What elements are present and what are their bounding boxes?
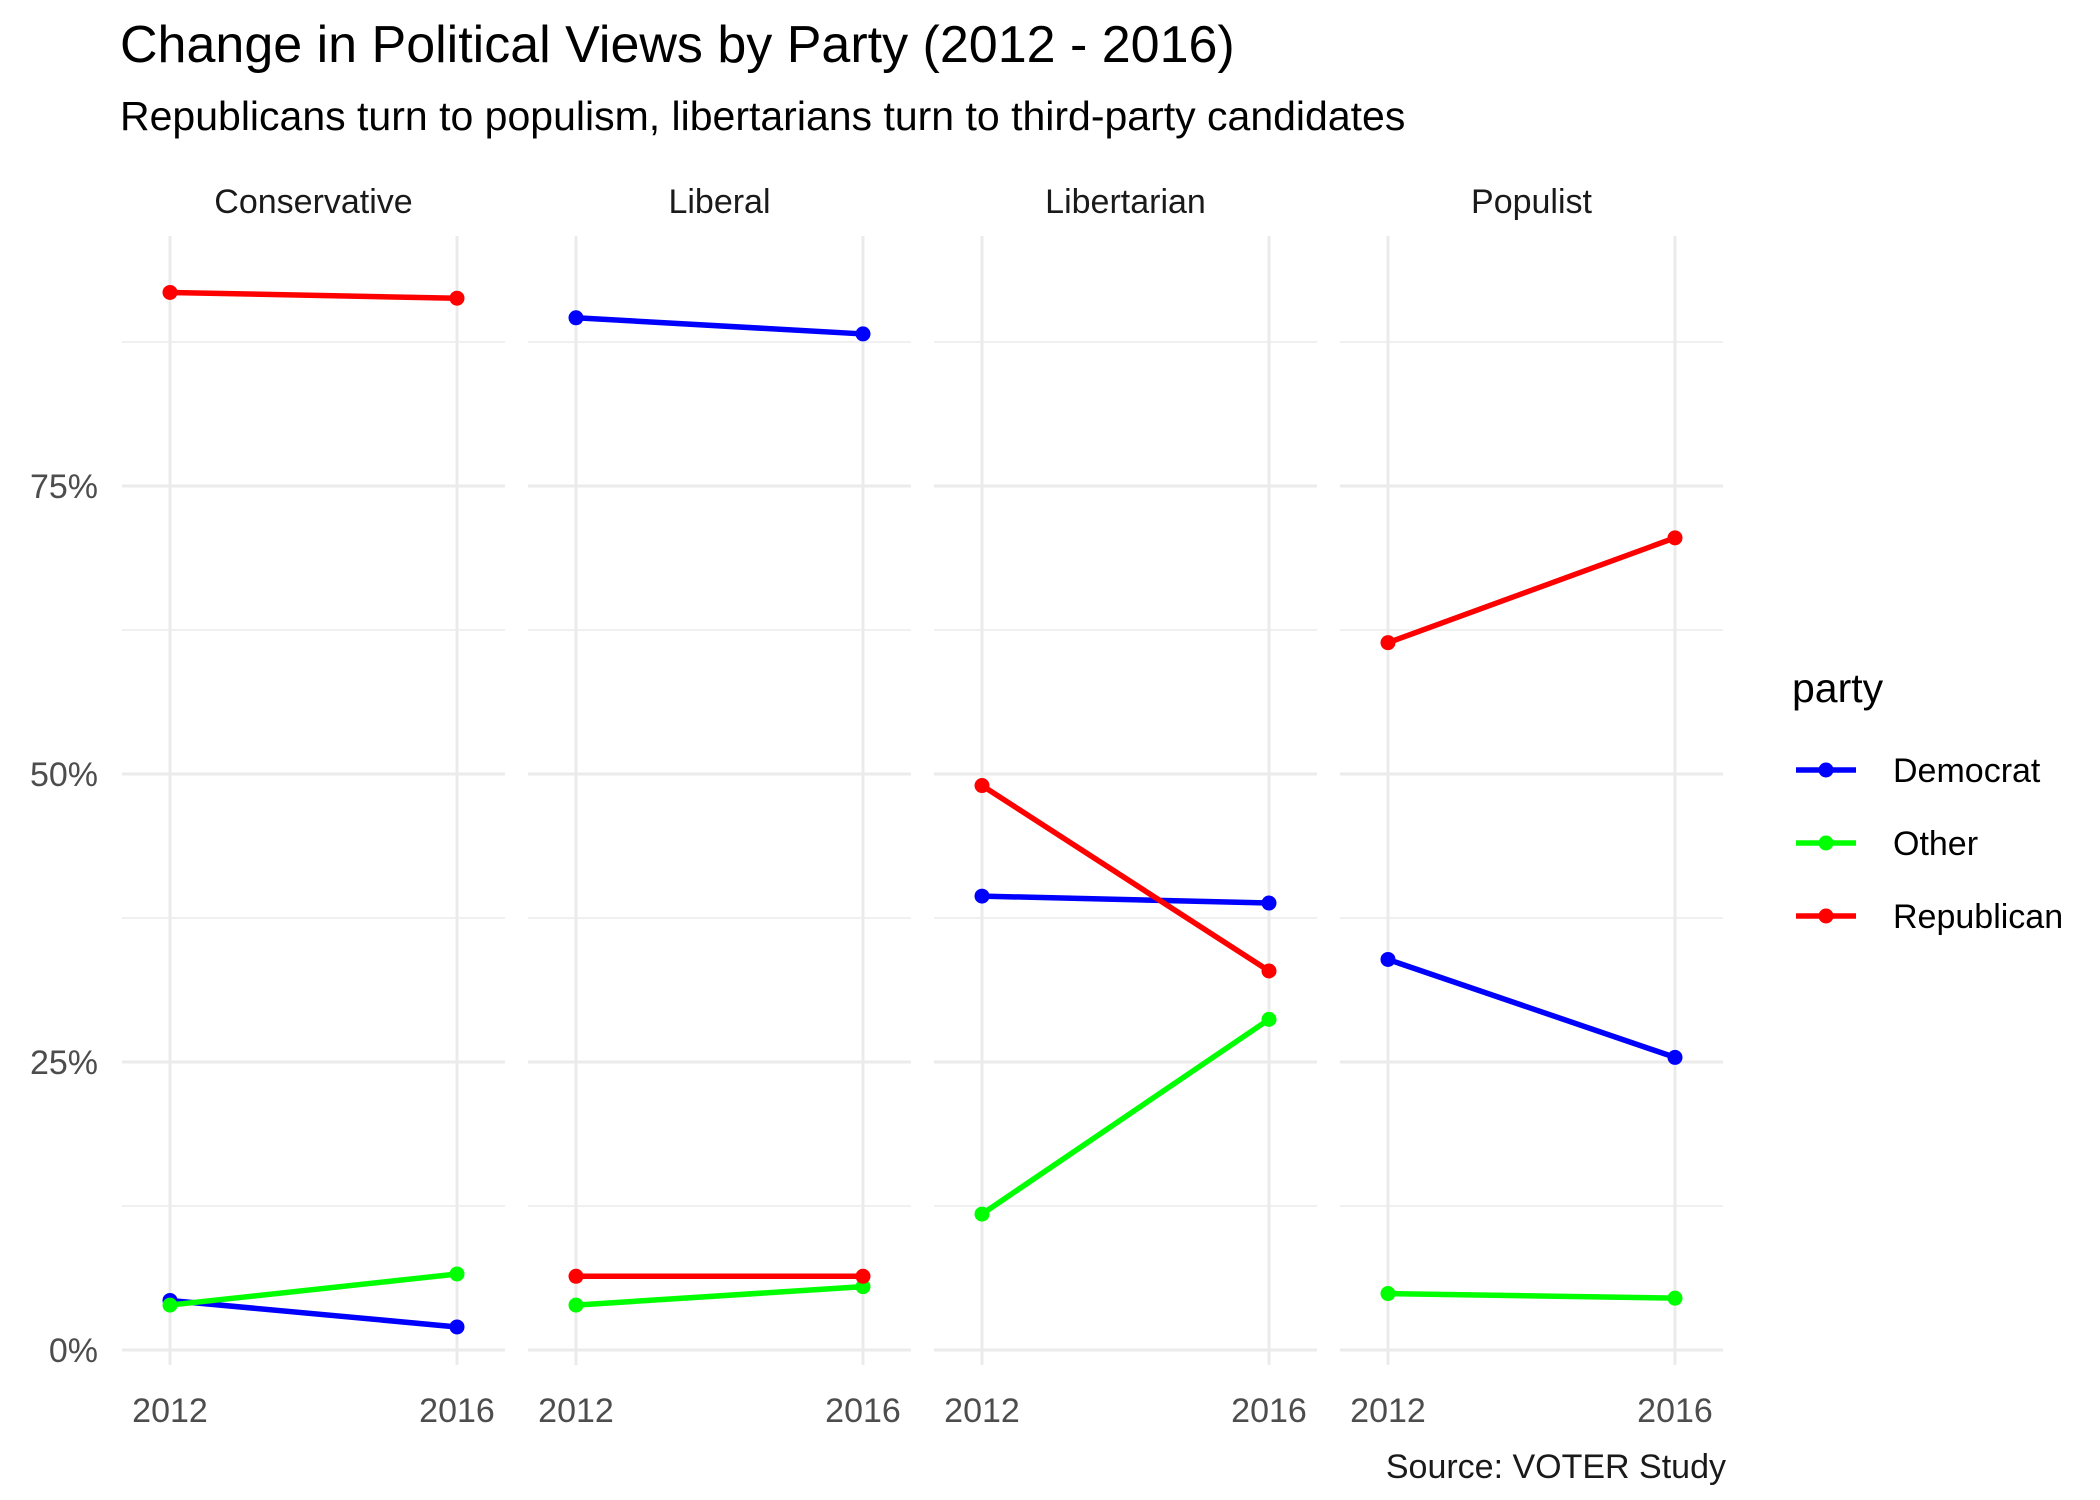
data-point-democrat	[974, 888, 990, 904]
data-point-other	[974, 1206, 990, 1222]
data-point-other	[1667, 1290, 1683, 1306]
data-point-republican	[855, 1268, 871, 1284]
data-point-republican	[449, 290, 465, 306]
chart-title: Change in Political Views by Party (2012…	[120, 16, 1235, 74]
data-point-republican	[974, 778, 990, 794]
legend-key-point	[1818, 835, 1834, 851]
legend-label: Democrat	[1893, 752, 2041, 790]
series-line-other	[1387, 1290, 1676, 1301]
facet-panel-conservative: Conservative 2012 2016	[122, 183, 505, 1430]
data-point-republican	[162, 284, 178, 300]
data-point-democrat	[1380, 951, 1396, 967]
x-tick-label: 2012	[538, 1392, 614, 1430]
legend-key-point	[1818, 762, 1834, 778]
x-tick-label: 2012	[132, 1392, 208, 1430]
data-point-democrat	[1261, 895, 1277, 911]
legend: party Democrat Other Republican	[1792, 665, 2063, 936]
series-line-republican	[169, 289, 458, 301]
series-line-other	[980, 1017, 1271, 1217]
facet-panel-libertarian: Libertarian 2012 2016	[934, 183, 1317, 1430]
data-point-other	[855, 1279, 871, 1295]
data-point-republican	[1261, 963, 1277, 979]
x-tick-label: 2012	[1350, 1392, 1426, 1430]
legend-label: Other	[1893, 825, 1978, 863]
data-point-democrat	[449, 1319, 465, 1335]
data-point-other	[568, 1297, 584, 1313]
legend-title: party	[1792, 665, 1884, 711]
legend-key-point	[1818, 908, 1834, 924]
series-line-other	[169, 1271, 458, 1308]
chart-subtitle: Republicans turn to populism, libertaria…	[120, 93, 1405, 139]
data-point-democrat	[1667, 1049, 1683, 1065]
chart-caption: Source: VOTER Study	[1386, 1448, 1726, 1486]
series-line-democrat	[575, 315, 864, 337]
series-line-republican	[980, 783, 1271, 974]
facet-label: Liberal	[668, 183, 770, 221]
data-point-democrat	[855, 326, 871, 342]
facet-label: Libertarian	[1045, 183, 1206, 221]
facet-panel-liberal: Liberal 2012 2016	[528, 183, 911, 1430]
data-point-republican	[1380, 635, 1396, 651]
x-tick-label: 2012	[944, 1392, 1020, 1430]
series-line-democrat	[1387, 956, 1676, 1060]
facet-label: Populist	[1471, 183, 1593, 221]
data-point-other	[1380, 1286, 1396, 1302]
y-tick-label: 50%	[30, 756, 98, 794]
data-point-republican	[568, 1268, 584, 1284]
x-tick-label: 2016	[825, 1392, 901, 1430]
y-tick-label: 25%	[30, 1044, 98, 1082]
series-line-republican	[1387, 535, 1676, 646]
series-line-democrat	[981, 893, 1270, 906]
data-point-democrat	[568, 310, 584, 326]
facet-panel-populist: Populist 2012 2016	[1340, 183, 1723, 1430]
y-tick-label: 75%	[30, 468, 98, 506]
data-point-republican	[1667, 530, 1683, 546]
series-line-democrat	[169, 1297, 458, 1330]
x-tick-label: 2016	[1231, 1392, 1307, 1430]
data-point-other	[162, 1297, 178, 1313]
y-axis: 0% 25% 50% 75%	[30, 468, 98, 1370]
facet-label: Conservative	[214, 183, 412, 221]
x-tick-label: 2016	[419, 1392, 495, 1430]
legend-label: Republican	[1893, 898, 2063, 936]
series-line-other	[575, 1283, 864, 1308]
x-tick-label: 2016	[1637, 1392, 1713, 1430]
data-point-other	[1261, 1011, 1277, 1027]
y-tick-label: 0%	[49, 1332, 98, 1370]
data-point-other	[449, 1266, 465, 1282]
